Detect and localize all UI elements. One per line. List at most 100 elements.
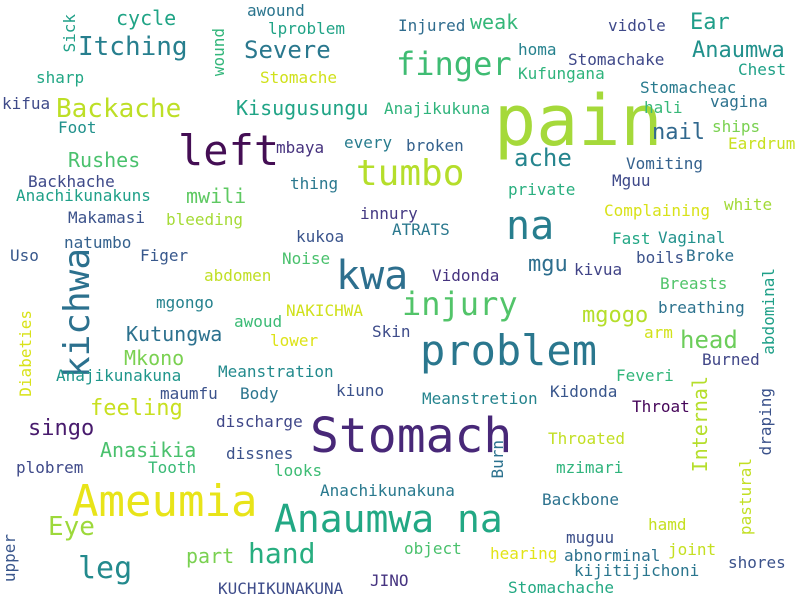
cloud-word: kivua — [574, 260, 623, 279]
cloud-word: Vaginal — [658, 228, 726, 247]
cloud-word: ATRATS — [392, 220, 450, 239]
cloud-word: muguu — [566, 528, 615, 547]
cloud-word: cycle — [116, 6, 177, 30]
cloud-word: Anajikunakuna — [56, 366, 182, 385]
cloud-word: Throat — [632, 397, 690, 416]
cloud-word: ache — [514, 144, 572, 172]
cloud-word: mgongo — [156, 293, 214, 312]
cloud-word: every — [344, 133, 393, 152]
cloud-word: Throated — [548, 429, 626, 448]
cloud-word: draping — [756, 388, 775, 456]
cloud-word: mgogo — [582, 303, 649, 328]
cloud-word: pain — [494, 80, 663, 162]
cloud-word: singo — [28, 416, 95, 441]
cloud-word: kifua — [2, 94, 51, 113]
cloud-word: dissnes — [226, 444, 294, 463]
cloud-word: hali — [644, 98, 683, 117]
cloud-word: hand — [248, 537, 316, 570]
cloud-word: Sick — [60, 14, 79, 53]
cloud-word: weak — [470, 10, 519, 34]
cloud-word: Meanstretion — [422, 389, 538, 408]
cloud-word: boils — [636, 248, 685, 267]
cloud-word: Fast — [612, 229, 651, 248]
cloud-word: Stomache — [260, 68, 338, 87]
cloud-word: Eye — [48, 512, 95, 542]
cloud-word: Severe — [244, 36, 331, 64]
cloud-word: looks — [274, 461, 323, 480]
cloud-word: lower — [270, 331, 319, 350]
cloud-word: ships — [712, 117, 761, 136]
cloud-word: Injured — [398, 16, 466, 35]
cloud-word: private — [508, 180, 576, 199]
cloud-word: kijitijichoni — [574, 561, 700, 580]
cloud-word: KUCHIKUNAKUNA — [218, 579, 344, 598]
cloud-word: awoud — [234, 312, 283, 331]
cloud-word: Backhache — [28, 172, 115, 191]
cloud-word: maumfu — [160, 384, 218, 403]
cloud-word: vagina — [710, 92, 768, 111]
cloud-word: left — [178, 126, 280, 175]
cloud-word: wound — [209, 28, 228, 77]
cloud-word: Anasikia — [100, 438, 197, 462]
cloud-word: awound — [247, 1, 305, 20]
cloud-word: na — [506, 203, 555, 249]
cloud-word: Chest — [738, 60, 787, 79]
cloud-word: kichwa — [57, 248, 98, 379]
cloud-word: mbaya — [276, 138, 325, 157]
cloud-word: breathing — [658, 298, 745, 317]
cloud-word: Diabeties — [16, 310, 35, 397]
cloud-word: broken — [406, 136, 464, 155]
cloud-word: kwa — [336, 253, 409, 299]
cloud-word: Stomacheac — [640, 78, 737, 97]
cloud-word: finger — [396, 45, 512, 83]
cloud-word: injury — [402, 285, 518, 323]
cloud-word: abnorminal — [564, 546, 661, 565]
cloud-word: Kutungwa — [126, 322, 223, 346]
cloud-word: sharp — [36, 68, 85, 87]
cloud-word: Stomachake — [568, 50, 665, 69]
cloud-word: Internal — [688, 376, 712, 473]
cloud-word: thing — [290, 174, 339, 193]
cloud-word: Mkono — [124, 346, 185, 370]
cloud-word: upper — [0, 534, 19, 583]
cloud-word: Figer — [140, 246, 189, 265]
cloud-word: Burn — [488, 440, 507, 479]
cloud-word: Anaumwa na — [274, 497, 503, 541]
cloud-word: Skin — [372, 322, 411, 341]
cloud-word: Vidonda — [432, 266, 500, 285]
cloud-word: Kisugusungu — [236, 96, 369, 120]
cloud-word: feeling — [90, 396, 183, 421]
cloud-word: abdominal — [759, 268, 778, 355]
cloud-word: innury — [360, 204, 418, 223]
cloud-word: shores — [728, 553, 786, 572]
cloud-word: part — [186, 544, 235, 568]
cloud-word: hearing — [490, 544, 558, 563]
cloud-word: Breasts — [660, 274, 728, 293]
cloud-word: bleeding — [166, 210, 244, 229]
cloud-word: Stomach — [310, 408, 513, 464]
cloud-word: Noise — [282, 249, 331, 268]
cloud-word: pastural — [736, 458, 755, 536]
cloud-word: joint — [668, 540, 717, 559]
cloud-word: Complaining — [604, 201, 710, 220]
cloud-word: kiuno — [336, 381, 385, 400]
cloud-word: arm — [644, 323, 673, 342]
cloud-word: vidole — [608, 16, 666, 35]
cloud-word: Ameumia — [72, 476, 258, 527]
cloud-word: Anajikukuna — [384, 99, 490, 118]
cloud-word: mwili — [186, 184, 247, 208]
cloud-word: problem — [420, 326, 598, 375]
cloud-word: Ear — [690, 10, 730, 35]
cloud-word: Mguu — [612, 171, 651, 190]
cloud-word: Anachikunakuns — [16, 186, 151, 205]
cloud-word: Meanstration — [218, 362, 334, 381]
cloud-word: hamd — [648, 515, 687, 534]
cloud-word: Rushes — [68, 148, 141, 172]
cloud-word: white — [724, 195, 773, 214]
cloud-word: Body — [240, 384, 279, 403]
cloud-word: Anaumwa — [692, 38, 785, 63]
cloud-word: abdomen — [204, 266, 272, 285]
cloud-word: head — [680, 326, 738, 354]
cloud-word: Backache — [56, 94, 182, 124]
